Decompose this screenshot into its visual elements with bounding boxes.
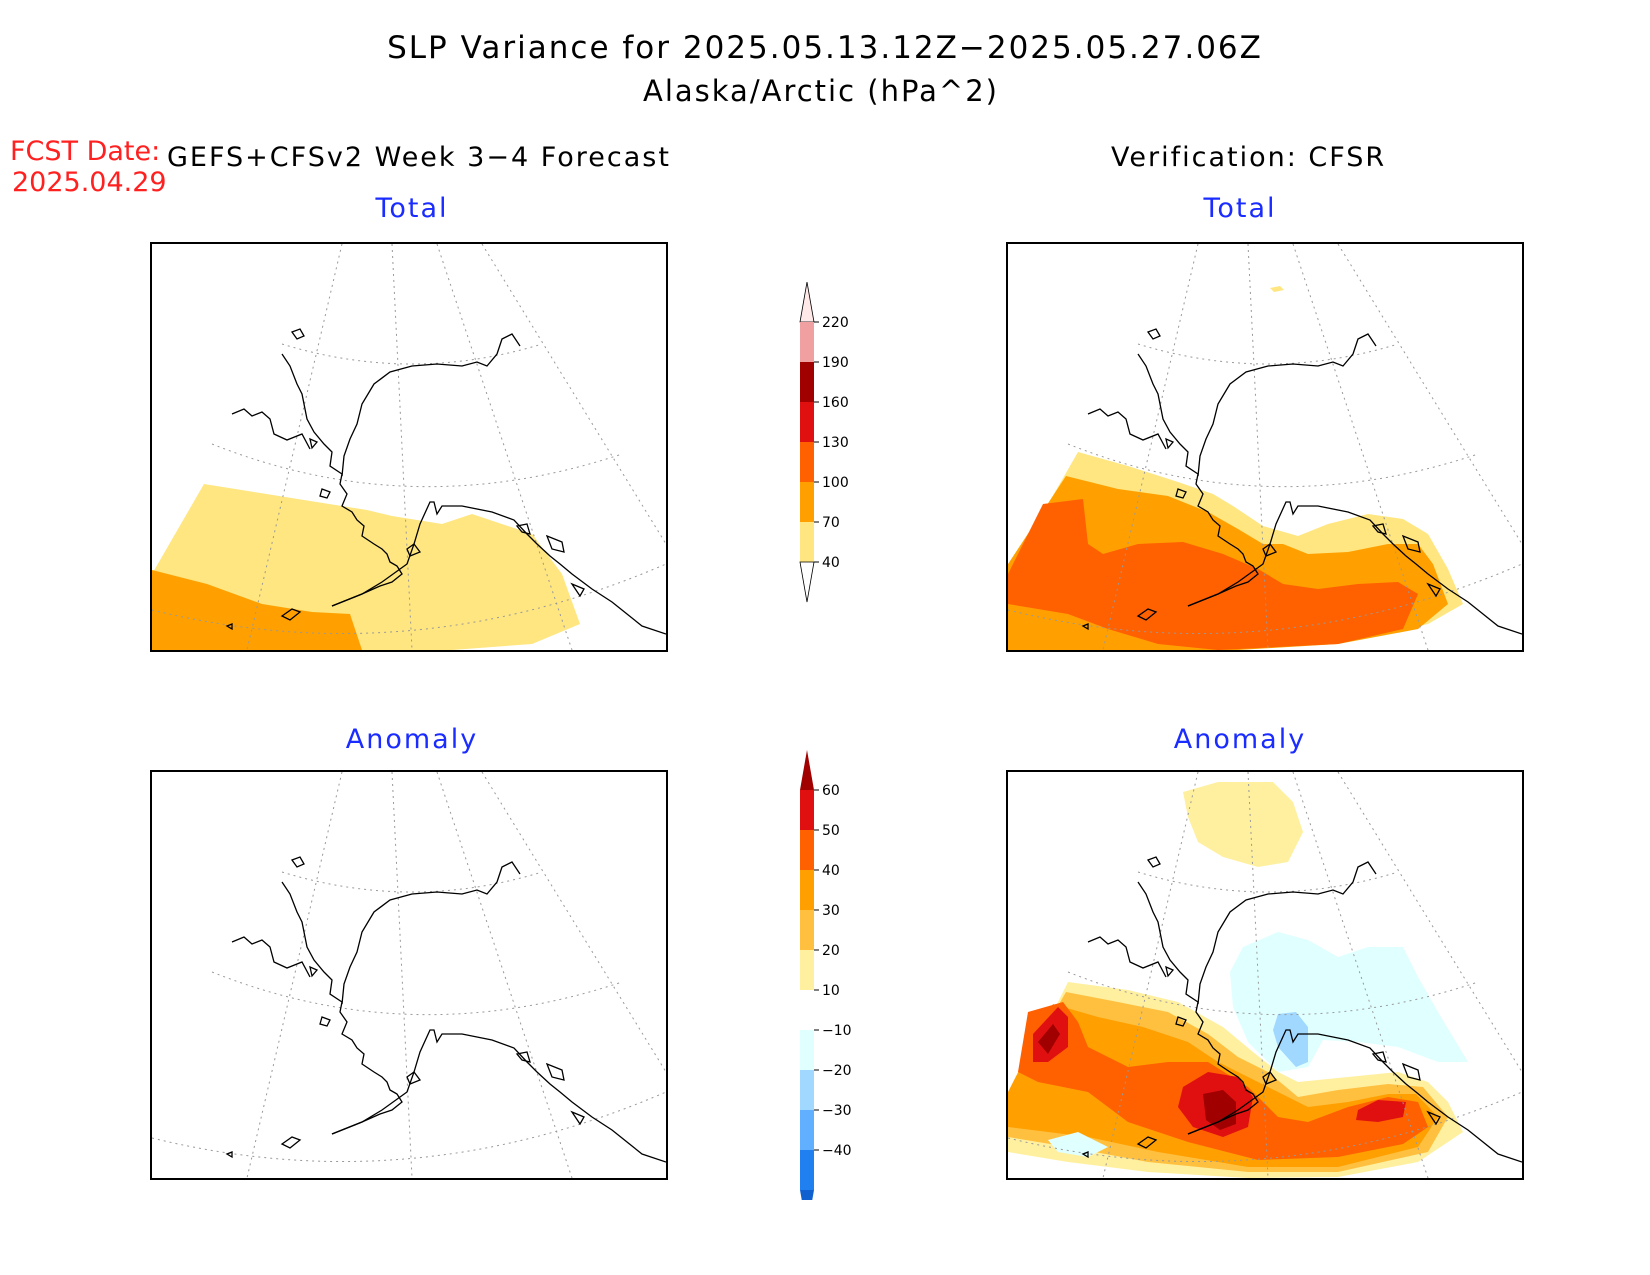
colorbar-total-bottom-triangle xyxy=(799,561,815,603)
right-column-header: Verification: CFSR xyxy=(1111,142,1387,173)
map-base-forecast-anomaly xyxy=(152,772,666,1178)
colorbar-anomaly-swatch xyxy=(800,910,814,950)
colorbar-total-tick-label: 130 xyxy=(822,435,849,451)
fcst-date-label: FCST Date: xyxy=(10,136,161,167)
panel-title-forecast-total: Total xyxy=(375,193,449,224)
colorbar-total-tick-label: 70 xyxy=(822,515,840,531)
colorbar-total-swatch xyxy=(800,362,814,402)
shading-dark-red xyxy=(1038,1024,1236,1130)
map-forecast-anomaly xyxy=(150,770,668,1180)
colorbar-anomaly-tick-label: 20 xyxy=(822,943,840,959)
panel-title-verification-total: Total xyxy=(1203,193,1277,224)
colorbar-anomaly-tick-label: 60 xyxy=(822,783,840,799)
colorbar-total-swatch xyxy=(800,402,814,442)
colorbar-anomaly-tick-label: −10 xyxy=(822,1023,852,1039)
colorbar-anomaly-tick-label: 30 xyxy=(822,903,840,919)
shading-yellow-north xyxy=(1183,782,1303,867)
colorbar-total-swatch xyxy=(800,482,814,522)
fcst-date-value: 2025.04.29 xyxy=(12,167,167,198)
figure-title: SLP Variance for 2025.05.13.12Z−2025.05.… xyxy=(387,30,1263,66)
colorbar-anomaly-swatch xyxy=(800,870,814,910)
colorbar-anomaly-tick-label: −40 xyxy=(822,1143,852,1159)
colorbar-anomaly-top-triangle xyxy=(800,750,814,790)
map-verification-total xyxy=(1006,242,1524,652)
shading-pale-yellow-spot xyxy=(1270,286,1284,292)
panel-title-forecast-anomaly: Anomaly xyxy=(345,724,479,755)
shading-light-blue xyxy=(1273,1012,1308,1067)
shading-cyan-south xyxy=(1048,1132,1108,1157)
map-verification-anomaly xyxy=(1006,770,1524,1180)
colorbar-anomaly-swatch xyxy=(800,1030,814,1070)
colorbar-anomaly-swatch xyxy=(800,950,814,990)
map-base-verification-total xyxy=(1008,244,1522,650)
colorbar-total-top-triangle xyxy=(799,282,815,323)
map-base-verification-anomaly xyxy=(1008,772,1522,1178)
colorbar-anomaly-tick-label: 10 xyxy=(822,983,840,999)
left-column-header: GEFS+CFSv2 Week 3−4 Forecast xyxy=(167,142,671,173)
colorbar-total-tick-label: 220 xyxy=(822,315,849,331)
shading-cyan xyxy=(1230,932,1468,1072)
colorbar-total-tick-label: 190 xyxy=(822,355,849,371)
colorbar-anomaly-swatch xyxy=(800,990,814,1030)
colorbar-anomaly-tick-label: 50 xyxy=(822,823,840,839)
colorbar-anomaly-swatch xyxy=(800,790,814,830)
colorbar-total-swatch xyxy=(800,442,814,482)
colorbar-anomaly: 60 50 40 30 20 10 −10 −20 −30 −40 xyxy=(800,750,852,1200)
map-base-forecast-total xyxy=(152,244,666,650)
colorbar-anomaly-swatch xyxy=(800,1110,814,1150)
colorbar-anomaly-tick-label: −20 xyxy=(822,1063,852,1079)
colorbar-total-tick-label: 100 xyxy=(822,475,849,491)
map-forecast-total xyxy=(150,242,668,652)
colorbar-total-tick-label: 40 xyxy=(822,555,840,571)
panel-title-verification-anomaly: Anomaly xyxy=(1173,724,1307,755)
colorbar-total-swatch xyxy=(800,522,814,562)
figure-subtitle: Alaska/Arctic (hPa^2) xyxy=(643,74,999,108)
colorbar-anomaly-swatch xyxy=(800,830,814,870)
colorbar-anomaly-swatch xyxy=(800,1150,814,1190)
colorbar-anomaly-bottom-triangle xyxy=(800,1190,814,1200)
colorbar-total-swatch xyxy=(800,322,814,362)
colorbar-anomaly-tick-label: −30 xyxy=(822,1103,852,1119)
colorbar-anomaly-tick-label: 40 xyxy=(822,863,840,879)
shading-dark-orange xyxy=(1008,499,1418,650)
colorbar-anomaly-swatch xyxy=(800,1070,814,1110)
colorbar-total-tick-label: 160 xyxy=(822,395,849,411)
shading-orange xyxy=(152,570,362,650)
colorbar-total: 40 70 100 130 160 190 220 xyxy=(799,282,849,603)
